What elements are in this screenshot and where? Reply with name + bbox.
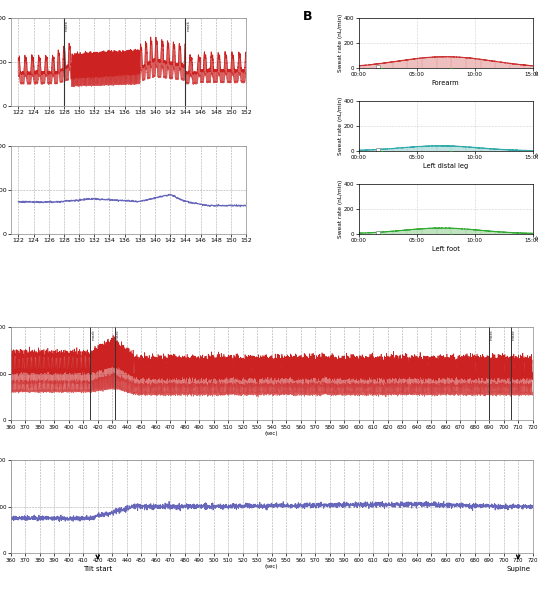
X-axis label: (sec): (sec) xyxy=(265,431,279,436)
Text: (sec): (sec) xyxy=(534,154,538,158)
Text: Tilt start: Tilt start xyxy=(83,566,112,572)
Text: Supine: Supine xyxy=(506,566,530,572)
Y-axis label: Sweat rate (nL/min): Sweat rate (nL/min) xyxy=(338,14,343,72)
Text: mark: mark xyxy=(512,330,515,340)
Text: mark: mark xyxy=(65,20,69,32)
X-axis label: Left distal leg: Left distal leg xyxy=(423,163,468,169)
Text: mark: mark xyxy=(186,20,190,32)
Text: (sec): (sec) xyxy=(534,71,538,76)
Text: (sec): (sec) xyxy=(534,236,538,241)
Text: B: B xyxy=(303,10,313,23)
Text: mark: mark xyxy=(116,330,120,340)
Text: mark: mark xyxy=(490,330,494,340)
Y-axis label: Sweat rate (nL/min): Sweat rate (nL/min) xyxy=(338,96,343,155)
X-axis label: (sec): (sec) xyxy=(265,564,279,569)
Y-axis label: Sweat rate (nL/min): Sweat rate (nL/min) xyxy=(338,180,343,238)
X-axis label: Forearm: Forearm xyxy=(432,80,459,86)
Text: mark: mark xyxy=(91,330,95,340)
X-axis label: Left foot: Left foot xyxy=(431,246,459,252)
